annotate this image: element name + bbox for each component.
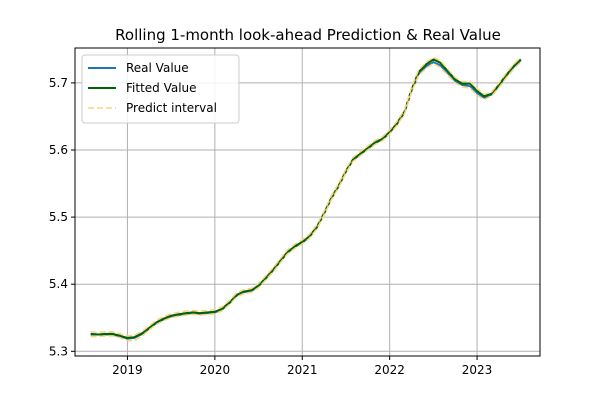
x-tick-label: 2020 (200, 363, 231, 377)
y-tick-label: 5.6 (49, 143, 68, 157)
chart-title: Rolling 1-month look-ahead Prediction & … (115, 26, 501, 44)
legend-label: Fitted Value (126, 81, 197, 95)
series-line-interval-upper (90, 56, 522, 337)
y-tick-label: 5.4 (49, 277, 68, 291)
series-line-predict-interval (90, 61, 522, 342)
legend: Real Value Fitted Value Predict interval (81, 54, 240, 124)
legend-label: Real Value (126, 61, 189, 75)
x-tick-label: 2019 (112, 363, 143, 377)
y-tick-label: 5.7 (49, 76, 68, 90)
plot-frame (74, 47, 541, 357)
legend-label: Predict interval (126, 101, 217, 115)
x-tick-label: 2023 (462, 363, 493, 377)
series-layer (90, 56, 522, 342)
axes-ticks: 2019 2020 2021 2022 2023 5.3 5.4 5.5 5.6 5.7 (49, 76, 492, 377)
y-tick-label: 5.5 (49, 210, 68, 224)
x-tick-label: 2022 (374, 363, 405, 377)
x-tick-label: 2021 (287, 363, 318, 377)
y-tick-label: 5.3 (49, 344, 68, 358)
legend-box (81, 54, 240, 124)
series-line-fitted-value (90, 58, 522, 339)
